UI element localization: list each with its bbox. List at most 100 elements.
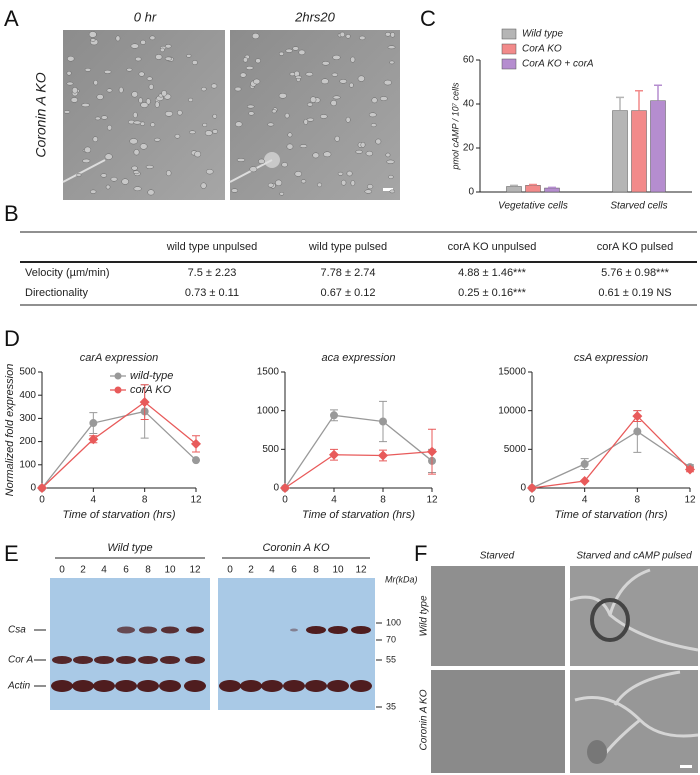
row-label: Csa: [8, 625, 26, 636]
y-tick-label: 300: [19, 413, 36, 424]
cell: [359, 35, 366, 41]
cell: [287, 132, 293, 138]
error-bar: [529, 183, 537, 186]
cell: [66, 71, 72, 76]
cell: 7.5 ± 2.23: [188, 267, 237, 279]
marker: [330, 411, 338, 420]
cell: [330, 99, 337, 107]
cell: [294, 171, 302, 177]
cell-cluster: [264, 152, 280, 168]
marker-label: 100: [386, 617, 401, 627]
x-tick-label: Starved cells: [610, 201, 667, 212]
band: [93, 680, 115, 692]
band: [52, 656, 72, 664]
band: [306, 626, 326, 634]
marker-label: 70: [386, 634, 396, 644]
scale-bar: [680, 765, 692, 768]
lane-label: 8: [145, 565, 151, 576]
legend-label: corA KO: [130, 384, 172, 396]
cell: [126, 67, 133, 72]
cell: [389, 189, 396, 194]
band: [351, 626, 371, 634]
cell: [235, 121, 243, 127]
cell: [300, 179, 307, 184]
cell: [92, 136, 99, 143]
band: [161, 626, 179, 634]
cell: [210, 83, 218, 89]
cell: [212, 129, 219, 134]
legend-label: wild-type: [130, 370, 173, 382]
y-tick-label: 20: [463, 143, 475, 154]
marker: [379, 417, 387, 426]
cell: [284, 113, 290, 119]
cell: [368, 112, 377, 118]
lane-label: 2: [248, 565, 254, 576]
cell: [306, 117, 314, 122]
cell: [360, 141, 366, 148]
cell: [161, 90, 167, 97]
cell: [332, 54, 341, 60]
y-tick-label: 5000: [504, 444, 527, 455]
marker: [89, 419, 98, 428]
line: [531, 415, 691, 489]
group-label: Wild type: [107, 542, 152, 554]
micrograph: [63, 30, 225, 200]
marker: [427, 446, 437, 457]
lane-label: 4: [269, 565, 275, 576]
line: [284, 451, 433, 489]
cell: [298, 49, 306, 56]
error-bar: [548, 186, 556, 189]
cell: [133, 170, 140, 175]
cell: [96, 94, 104, 100]
cell: [234, 86, 242, 92]
cell: [258, 158, 265, 164]
cell: [379, 96, 388, 101]
cell: [100, 115, 108, 120]
band: [290, 628, 298, 632]
row-label: Actin: [7, 681, 31, 692]
legend-swatch: [501, 58, 517, 70]
marker: [280, 483, 290, 493]
column-header: wild type unpulsed: [166, 241, 258, 253]
cell: [133, 186, 142, 192]
cell: [367, 184, 374, 190]
x-tick-label: 8: [380, 495, 386, 506]
y-tick-label: 15000: [498, 367, 526, 378]
band: [240, 680, 262, 692]
lane-label: 6: [291, 565, 297, 576]
bar: [650, 100, 666, 193]
cell: [346, 170, 353, 177]
row-header: Velocity (µm/min): [25, 267, 110, 279]
cell: [339, 79, 348, 84]
legend-marker: [114, 386, 122, 394]
cell: [285, 48, 293, 53]
legend-label: CorA KO + corA: [522, 59, 594, 70]
cell: [76, 173, 82, 177]
cell: [66, 81, 74, 86]
x-tick-label: 12: [684, 495, 696, 506]
cell: [133, 120, 142, 125]
y-tick-label: 0: [520, 483, 526, 494]
cell: [323, 151, 332, 158]
cell: [138, 71, 145, 77]
cell: [390, 32, 396, 38]
band: [115, 680, 137, 692]
cell: [357, 75, 365, 82]
y-tick-label: 400: [19, 390, 36, 401]
marker: [192, 456, 200, 465]
column-header: corA KO unpulsed: [448, 241, 537, 253]
cell: [67, 55, 75, 62]
panel-label: B: [4, 201, 19, 226]
cell: [334, 135, 340, 142]
cell: [189, 130, 196, 135]
lane-label: 12: [355, 565, 367, 576]
marker: [88, 434, 99, 445]
cell: [90, 189, 97, 194]
cell: [131, 91, 139, 98]
line: [41, 410, 197, 489]
cell: [177, 110, 183, 116]
cell: [84, 146, 92, 154]
band: [51, 680, 73, 692]
column-title: 0 hr: [134, 9, 157, 24]
